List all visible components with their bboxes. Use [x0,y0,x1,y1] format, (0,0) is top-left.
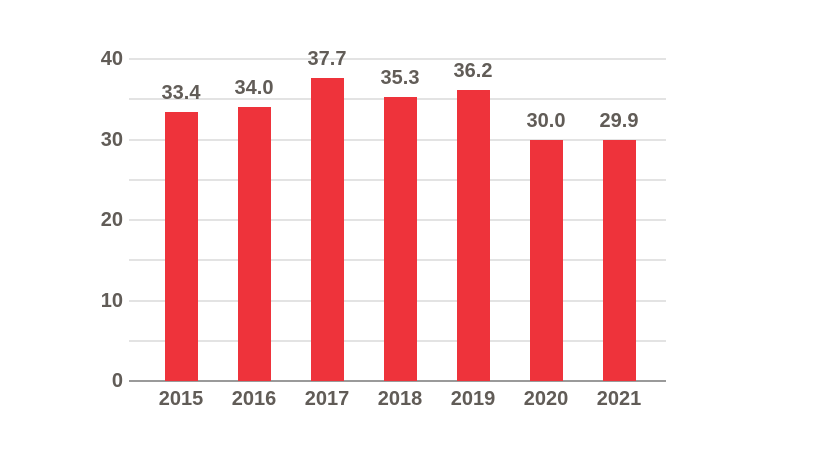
x-tick-label-2015: 2015 [158,388,204,410]
y-tick-label-30: 30 [100,128,123,151]
bar-2015 [164,112,198,381]
value-label-2018: 35.3 [380,66,420,89]
x-tick-label-2021: 2021 [596,388,642,410]
y-tick-label-20: 20 [100,209,123,231]
x-tick-label-2019: 2019 [450,388,496,410]
value-label-2017: 37.7 [307,47,347,70]
value-label-2019: 36.2 [453,59,493,82]
bar-2017 [310,77,344,381]
x-tick-label-2016: 2016 [231,388,277,410]
x-tick-label-2018: 2018 [377,388,423,410]
y-tick-label-10: 10 [100,289,123,312]
x-tick-label-2017: 2017 [304,388,350,410]
x-axis-line [129,380,666,382]
bar-2016 [237,107,271,381]
gridline-40 [129,58,666,60]
value-label-2020: 30.0 [526,109,566,132]
bar-2019 [456,89,490,381]
y-tick-label-40: 40 [100,48,123,70]
y-tick-label-0: 0 [111,370,123,392]
value-label-2015: 33.4 [161,82,201,105]
bar-2021 [602,140,636,381]
x-tick-label-2020: 2020 [523,388,569,410]
bar-2018 [383,96,417,381]
bar-2020 [529,139,563,381]
value-label-2021: 29.9 [599,110,639,133]
value-label-2016: 34.0 [234,77,274,100]
